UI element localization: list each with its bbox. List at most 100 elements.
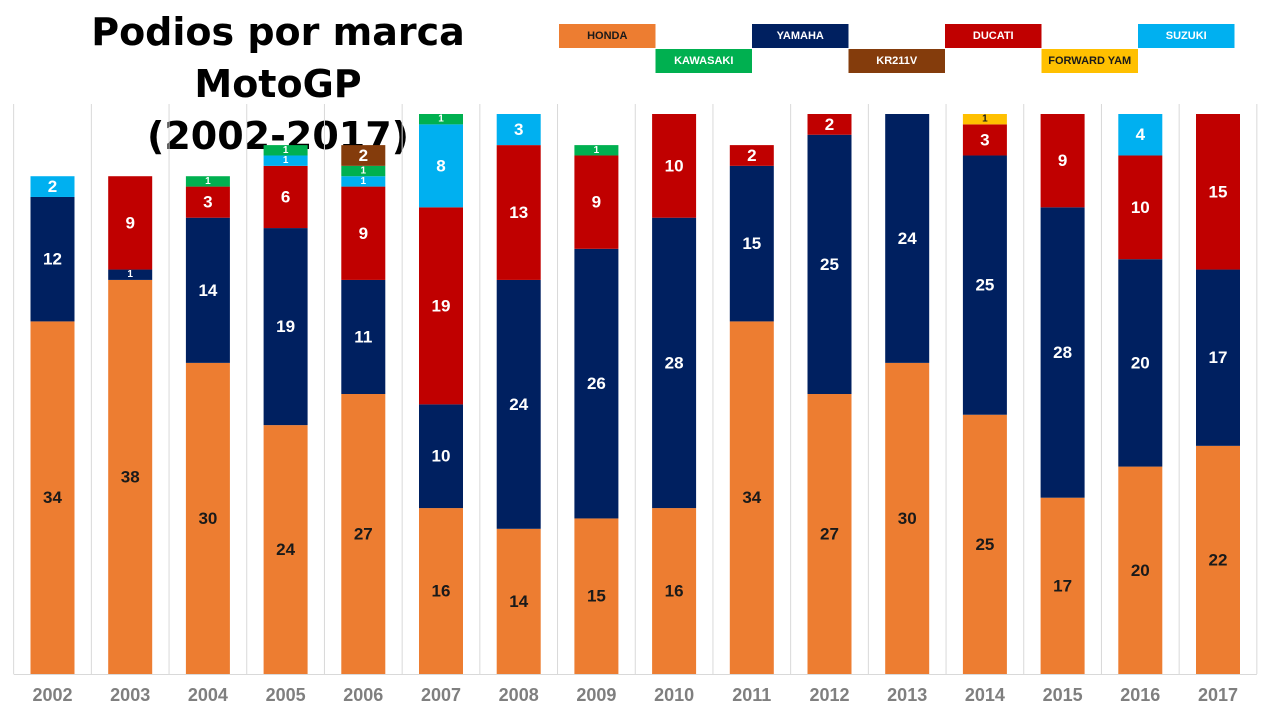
bar-segment-yamaha-2006 [341, 279, 386, 394]
legend-swatch-kawasaki [655, 49, 752, 73]
bar-segment-yamaha-2005 [263, 228, 308, 426]
bar-segment-honda-2017 [1196, 445, 1240, 674]
data-label: 34 [43, 488, 62, 507]
bar-segment-honda-2003 [108, 279, 153, 674]
bar-segment-ducati-2011 [729, 145, 774, 166]
data-label: 2 [825, 115, 834, 134]
data-label: 8 [436, 156, 445, 175]
x-tick-label: 2002 [32, 685, 72, 705]
chart-title-line-1: Podios por marca MotoGP [91, 10, 465, 106]
legend-swatch-forward-yam [1041, 49, 1138, 73]
x-tick-label: 2015 [1043, 685, 1083, 705]
bar-segment-kawasaki-2004 [185, 176, 230, 187]
bar-segment-ducati-2015 [1040, 114, 1085, 208]
bar-segment-honda-2006 [341, 394, 386, 674]
bar-segment-ducati-2012 [807, 114, 852, 135]
data-label: 3 [514, 120, 523, 139]
data-label: 1 [361, 176, 367, 187]
legend-swatch-honda [559, 24, 656, 48]
bar-segment-yamaha-2017 [1196, 269, 1240, 446]
data-label: 9 [592, 193, 601, 212]
data-label: 2 [48, 177, 57, 196]
x-tick-label: 2006 [343, 685, 383, 705]
data-label: 15 [1209, 182, 1228, 201]
bar-segment-ducati-2016 [1118, 155, 1163, 260]
data-label: 11 [354, 327, 372, 346]
bar-segment-ducati-2007 [419, 207, 463, 405]
x-tick-label: 2011 [732, 685, 771, 705]
x-tick-label: 2003 [110, 685, 150, 705]
legend-label: KAWASAKI [674, 55, 733, 67]
bar-segment-honda-2016 [1118, 466, 1163, 674]
data-label: 30 [898, 509, 917, 528]
data-label: 30 [198, 509, 217, 528]
data-label: 15 [587, 587, 606, 606]
x-tick-label: 2005 [266, 685, 306, 705]
x-tick-label: 2009 [576, 685, 616, 705]
bar-segment-honda-2008 [496, 528, 541, 674]
data-label: 24 [898, 229, 917, 248]
data-label: 13 [509, 203, 528, 222]
bar-segment-yamaha-2012 [807, 134, 852, 395]
data-label: 1 [127, 269, 133, 280]
bar-segment-honda-2002 [30, 321, 75, 674]
bar-segment-kawasaki-2007 [419, 114, 463, 125]
data-label: 1 [982, 114, 988, 125]
x-tick-label: 2017 [1198, 685, 1238, 705]
bar-segment-yamaha-2016 [1118, 259, 1163, 467]
bar-segment-honda-2007 [419, 508, 463, 674]
data-label: 9 [359, 224, 368, 243]
bar-segment-kr211v-2006 [341, 145, 386, 166]
bars: 3412238193014312419611271191121610198114… [30, 114, 1240, 674]
bar-segment-yamaha-2013 [885, 114, 930, 363]
data-label: 15 [742, 234, 761, 253]
data-label: 14 [198, 281, 217, 300]
bar-segment-ducati-2003 [108, 176, 153, 270]
data-label: 6 [281, 187, 290, 206]
legend: HONDA KAWASAKI YAMAHA KR211V DUCATI FORWARD Y… [559, 24, 1235, 73]
bar-segment-suzuki-2007 [419, 124, 463, 208]
bar-segment-ducati-2004 [185, 186, 230, 218]
bar-segment-yamaha-2011 [729, 165, 774, 322]
bar-segment-suzuki-2005 [263, 155, 308, 166]
grid-lines [13, 104, 1258, 675]
data-label: 25 [820, 255, 839, 274]
data-label: 3 [980, 130, 989, 149]
data-label: 14 [509, 592, 528, 611]
data-label: 10 [665, 156, 684, 175]
bar-segment-suzuki-2016 [1118, 114, 1163, 156]
data-label: 2 [747, 146, 756, 165]
data-label: 16 [665, 582, 684, 601]
data-label: 28 [665, 353, 684, 372]
data-label: 1 [438, 114, 444, 125]
legend-swatch-ducati [945, 24, 1042, 48]
bar-segment-kawasaki-2005 [263, 145, 308, 156]
data-label: 25 [975, 535, 994, 554]
legend-label: KR211V [876, 55, 918, 67]
data-label: 25 [975, 276, 994, 295]
data-label: 22 [1209, 550, 1228, 569]
bar-segment-honda-2012 [807, 394, 852, 674]
data-label: 27 [354, 525, 373, 544]
data-label: 1 [594, 145, 600, 156]
bar-segment-kawasaki-2009 [574, 145, 619, 156]
data-label: 3 [203, 193, 212, 212]
bar-segment-ducati-2017 [1196, 114, 1240, 270]
bar-segment-kawasaki-2006 [341, 165, 386, 177]
data-label: 24 [509, 395, 528, 414]
bar-segment-yamaha-2004 [185, 217, 230, 363]
bar-segment-suzuki-2002 [30, 176, 75, 197]
data-label: 24 [276, 540, 295, 559]
legend-label: SUZUKI [1166, 30, 1207, 42]
bar-segment-yamaha-2010 [652, 217, 697, 509]
chart-title: Podios por marca MotoGP (2002-2017) [8, 6, 548, 162]
data-label: 10 [1131, 198, 1150, 217]
bar-segment-ducati-2005 [263, 165, 308, 229]
legend-swatch-yamaha [752, 24, 849, 48]
legend-label: FORWARD YAM [1048, 55, 1131, 67]
data-label: 16 [432, 582, 451, 601]
x-tick-label: 2016 [1120, 685, 1160, 705]
bar-segment-ducati-2008 [496, 145, 541, 280]
bar-segment-honda-2011 [729, 321, 774, 674]
